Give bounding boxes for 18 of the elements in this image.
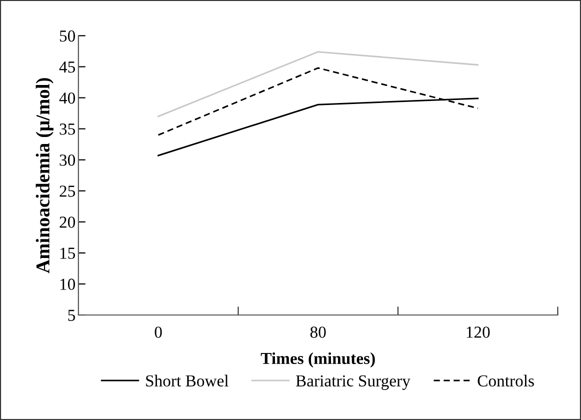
y-tick-label: 50 bbox=[60, 30, 76, 42]
legend-label: Controls bbox=[478, 374, 534, 387]
x-tick-label: 120 bbox=[466, 326, 490, 338]
x-tick-label: 80 bbox=[310, 326, 326, 338]
x-tick-label: 0 bbox=[154, 326, 162, 338]
y-tick-label: 20 bbox=[60, 216, 76, 228]
y-axis-title: Aminoacidemia (μ/mol) bbox=[36, 78, 54, 274]
x-axis-title: Times (minutes) bbox=[260, 352, 375, 368]
y-tick-label: 10 bbox=[60, 278, 76, 290]
y-tick-label: 25 bbox=[60, 186, 76, 197]
y-tick-label: 30 bbox=[60, 154, 76, 166]
y-tick-label: 35 bbox=[60, 124, 76, 135]
y-tick-label: 40 bbox=[59, 92, 76, 104]
legend-label: Short Bowel bbox=[146, 374, 228, 387]
legend-label: Bariatric Surgery bbox=[296, 375, 410, 390]
y-tick-label: 45 bbox=[59, 62, 76, 73]
y-tick-label: 5 bbox=[68, 310, 76, 321]
y-tick-label: 15 bbox=[60, 248, 76, 259]
